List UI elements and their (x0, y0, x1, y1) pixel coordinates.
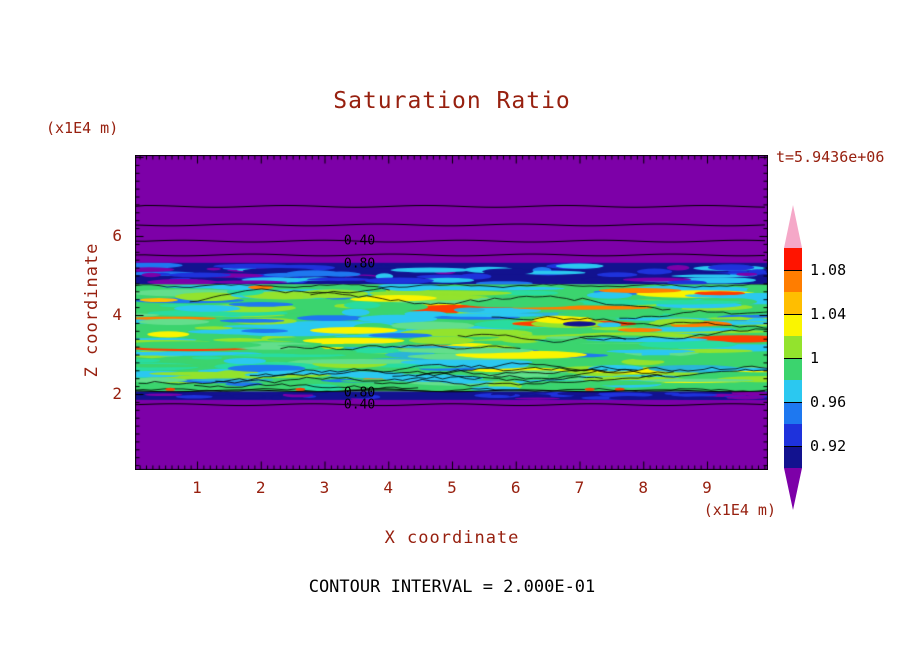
x-axis-unit-label: (x1E4 m) (703, 501, 776, 519)
colorbar-segment (784, 402, 802, 424)
contour-field-canvas (135, 155, 768, 470)
colorbar-tick-label: 1.04 (810, 305, 847, 323)
x-tick-label: 3 (319, 478, 330, 497)
colorbar-segment (784, 380, 802, 402)
colorbar-over-range-arrow (784, 205, 802, 248)
x-tick-label: 1 (192, 478, 202, 497)
y-axis-unit-label: (x1E4 m) (46, 119, 119, 137)
x-tick-label: 4 (383, 478, 394, 497)
contour-line-label: 0.80 (343, 256, 376, 272)
colorbar-tick-label: 1.08 (810, 261, 847, 279)
y-tick-label: 2 (112, 384, 122, 403)
contour-interval-note: CONTOUR INTERVAL = 2.000E-01 (308, 577, 596, 597)
colorbar (784, 205, 802, 510)
x-tick-label: 6 (510, 478, 521, 497)
colorbar-under-range-arrow (784, 468, 802, 510)
colorbar-tick-label: 0.92 (810, 437, 847, 455)
colorbar-tick-line (784, 270, 802, 271)
colorbar-segment (784, 270, 802, 292)
colorbar-segment (784, 248, 802, 270)
y-tick-label: 6 (112, 226, 122, 245)
colorbar-tick-label: 1 (810, 349, 820, 367)
y-tick-label: 4 (112, 305, 122, 324)
x-tick-label: 7 (574, 478, 585, 497)
colorbar-segment (784, 424, 802, 446)
contour-line-label: 0.40 (343, 397, 376, 413)
x-tick-label: 8 (638, 478, 649, 497)
colorbar-tick-line (784, 446, 802, 447)
x-tick-label: 9 (702, 478, 712, 497)
colorbar-tick-label: 0.96 (810, 393, 847, 411)
colorbar-tick-line (784, 358, 802, 359)
colorbar-segment (784, 292, 802, 314)
time-label: t=5.9436e+06 (776, 148, 885, 166)
x-tick-label: 2 (255, 478, 266, 497)
chart-title: Saturation Ratio (333, 88, 571, 114)
x-tick-label: 5 (447, 478, 457, 497)
x-axis-title: X coordinate (384, 528, 520, 548)
contour-line-label: 0.80 (343, 385, 376, 401)
colorbar-segment (784, 446, 802, 468)
colorbar-tick-line (784, 402, 802, 403)
plot-area: 0.40 0.80 0.80 0.40 (135, 155, 768, 470)
contour-line-label: 0.40 (343, 233, 376, 249)
colorbar-tick-line (784, 314, 802, 315)
colorbar-segment (784, 336, 802, 358)
colorbar-segment (784, 358, 802, 380)
colorbar-segment (784, 314, 802, 336)
